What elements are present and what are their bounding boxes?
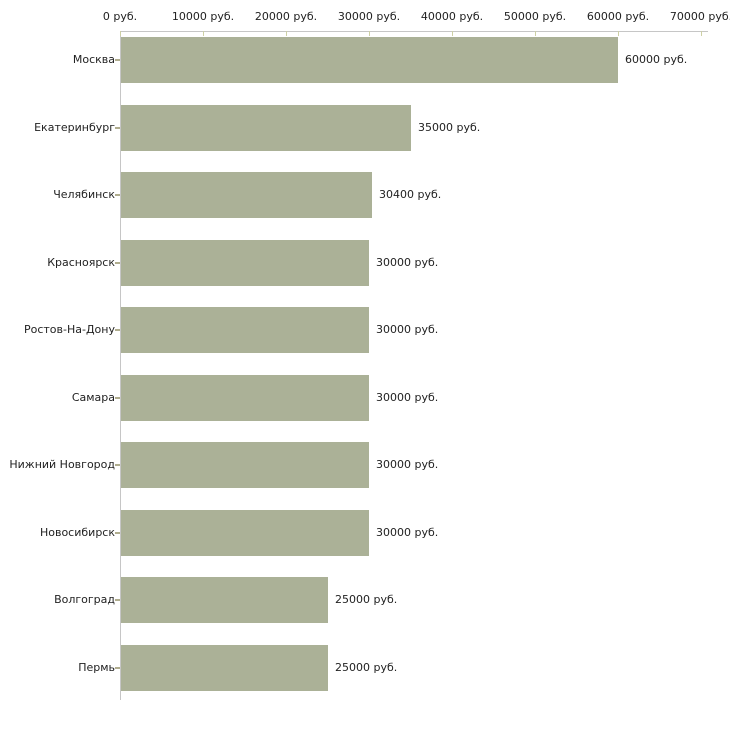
x-axis-tick-label: 70000 руб. xyxy=(669,10,730,23)
x-axis-tick-label: 60000 руб. xyxy=(586,10,650,23)
x-axis-tick xyxy=(452,31,453,36)
bar xyxy=(121,375,369,421)
x-axis-tick xyxy=(120,31,121,36)
category-tick xyxy=(115,532,120,534)
value-label: 30400 руб. xyxy=(379,188,442,201)
category-label: Пермь xyxy=(78,661,115,674)
x-axis-tick xyxy=(701,31,702,36)
value-label: 30000 руб. xyxy=(376,526,439,539)
x-axis-tick xyxy=(286,31,287,36)
category-tick xyxy=(115,397,120,399)
x-axis-tick xyxy=(369,31,370,36)
category-label: Волгоград xyxy=(54,593,115,606)
x-axis-tick-label: 20000 руб. xyxy=(254,10,318,23)
value-label: 30000 руб. xyxy=(376,458,439,471)
category-tick xyxy=(115,262,120,264)
bar xyxy=(121,442,369,488)
category-label: Новосибирск xyxy=(39,526,115,539)
category-label: Екатеринбург xyxy=(34,121,115,134)
category-label: Челябинск xyxy=(53,188,115,201)
bar xyxy=(121,172,372,218)
category-label: Красноярск xyxy=(47,256,115,269)
category-label: Москва xyxy=(72,53,115,66)
bar xyxy=(121,307,369,353)
bar xyxy=(121,510,369,556)
x-axis-tick-label: 0 руб. xyxy=(102,10,138,23)
category-tick xyxy=(115,667,120,669)
category-label: Нижний Новгород xyxy=(9,458,115,471)
x-axis-line xyxy=(120,31,708,32)
x-axis-tick xyxy=(535,31,536,36)
bar xyxy=(121,240,369,286)
value-label: 60000 руб. xyxy=(625,53,688,66)
value-label: 25000 руб. xyxy=(335,661,398,674)
value-label: 35000 руб. xyxy=(418,121,481,134)
x-axis-tick-label: 30000 руб. xyxy=(337,10,401,23)
category-label: Самара xyxy=(71,391,115,404)
x-axis-tick xyxy=(618,31,619,36)
bar xyxy=(121,37,618,83)
x-axis-tick-label: 10000 руб. xyxy=(171,10,235,23)
x-axis-tick-label: 50000 руб. xyxy=(503,10,567,23)
value-label: 30000 руб. xyxy=(376,256,439,269)
category-tick xyxy=(115,599,120,601)
value-label: 30000 руб. xyxy=(376,323,439,336)
value-label: 30000 руб. xyxy=(376,391,439,404)
category-tick xyxy=(115,127,120,129)
category-tick xyxy=(115,329,120,331)
value-label: 25000 руб. xyxy=(335,593,398,606)
category-tick xyxy=(115,194,120,196)
x-axis-tick-label: 40000 руб. xyxy=(420,10,484,23)
category-tick xyxy=(115,59,120,61)
x-axis-tick xyxy=(203,31,204,36)
bar xyxy=(121,577,328,623)
bar xyxy=(121,645,328,691)
category-label: Ростов-На-Дону xyxy=(23,323,115,336)
category-tick xyxy=(115,464,120,466)
bar xyxy=(121,105,411,151)
y-axis-line xyxy=(120,31,121,700)
